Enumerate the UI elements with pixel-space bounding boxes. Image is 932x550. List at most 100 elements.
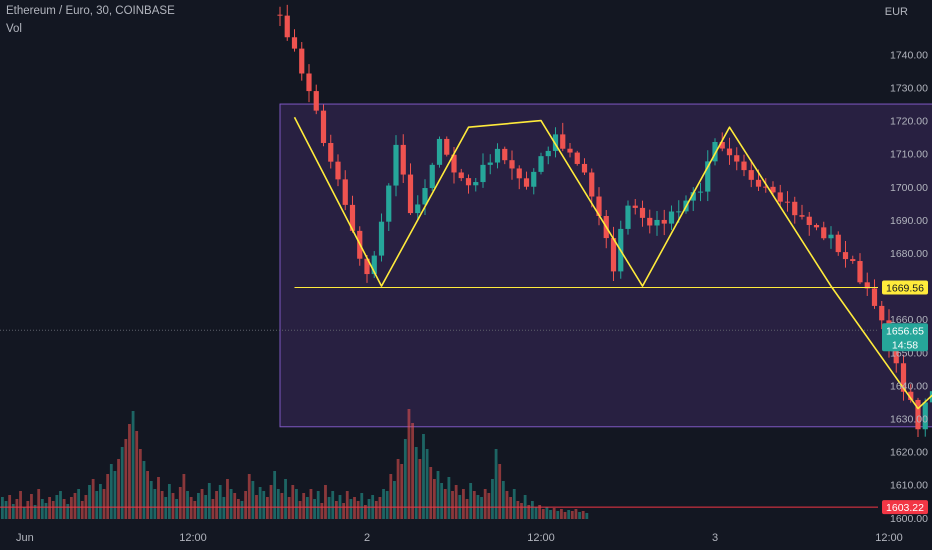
volume-bar: [178, 487, 182, 519]
volume-bar: [298, 501, 302, 519]
candle: [770, 186, 776, 193]
candle: [386, 185, 392, 222]
volume-bar: [182, 474, 186, 519]
volume-bar: [26, 501, 30, 519]
volume-bar: [356, 501, 360, 519]
volume-bar: [491, 479, 494, 519]
volume-bar: [396, 459, 400, 519]
volume-bar: [91, 479, 95, 519]
candle: [306, 73, 312, 92]
candle: [915, 399, 921, 430]
candle: [545, 150, 551, 157]
candle: [328, 142, 334, 162]
volume-bar: [393, 481, 396, 519]
volume-bar: [520, 503, 523, 519]
volume-bar: [69, 497, 73, 519]
candle: [313, 91, 319, 111]
candle: [560, 134, 566, 149]
candle: [654, 219, 660, 226]
volume-bar: [171, 493, 175, 519]
volume-bar: [549, 510, 552, 519]
candle: [799, 215, 805, 217]
candle: [813, 225, 820, 228]
candle: [719, 141, 725, 149]
candle: [458, 172, 464, 179]
volume-bar: [556, 511, 560, 519]
volume-bar: [160, 491, 164, 519]
x-axis-tick-label: 12:00: [179, 532, 207, 544]
volume-bar: [494, 449, 498, 519]
candle: [407, 174, 414, 214]
volume-bar: [236, 499, 240, 519]
volume-bar: [215, 491, 218, 519]
volume-bar: [414, 447, 418, 519]
volume-bar: [432, 479, 436, 519]
volume-bar: [229, 489, 233, 519]
volume-bar: [480, 497, 483, 519]
volume-bar: [360, 493, 364, 519]
support-price-tag[interactable]: [882, 500, 928, 515]
range-rectangle[interactable]: [279, 103, 932, 428]
candle: [516, 168, 522, 179]
candle: [792, 201, 798, 216]
volume-bar: [62, 499, 66, 519]
candle: [596, 196, 602, 216]
volume-bar: [287, 497, 291, 519]
volume-bar: [59, 491, 62, 519]
volume-indicator-label[interactable]: Vol: [6, 23, 22, 35]
volume-bar: [407, 409, 411, 519]
volume-bar: [11, 504, 15, 519]
volume-bar: [142, 461, 146, 519]
volume-bar: [33, 505, 37, 519]
candle: [661, 219, 667, 224]
current-price-tag[interactable]: [882, 323, 928, 352]
volume-bar: [146, 471, 149, 519]
candle: [451, 154, 457, 173]
candle: [864, 282, 870, 289]
resistance-price-tag[interactable]: [882, 280, 928, 295]
volume-bar: [425, 449, 429, 519]
candle: [777, 192, 783, 202]
volume-bar: [175, 499, 179, 519]
zigzag-pattern-drawing[interactable]: [293, 116, 932, 410]
candle: [574, 152, 580, 164]
volume-bar: [509, 497, 512, 519]
volume-bar: [436, 471, 440, 519]
volume-bar: [545, 507, 549, 519]
volume-bar: [135, 431, 139, 519]
volume-bar: [48, 497, 51, 519]
volume-bar: [302, 493, 306, 519]
volume-bar: [498, 464, 502, 519]
volume-bar: [22, 507, 26, 519]
candle: [922, 402, 928, 430]
y-axis-tick-label: 1610.00: [890, 480, 928, 492]
volume-bar: [44, 503, 48, 519]
candle: [422, 188, 428, 205]
volume-bar: [411, 423, 414, 519]
volume-bar: [95, 491, 99, 519]
volume-bar: [1, 497, 4, 519]
volume-bar: [538, 505, 542, 519]
volume-bar: [207, 483, 211, 519]
volume-bar: [374, 501, 378, 519]
current-price-tag-text: 1656.65: [886, 325, 924, 337]
candle: [502, 148, 508, 161]
candle: [690, 192, 696, 201]
candle: [567, 148, 573, 153]
x-axis-tick-label: 2: [364, 532, 370, 544]
volume-bar: [284, 479, 287, 519]
volume-bar: [276, 489, 280, 519]
volume-bar: [560, 509, 563, 519]
candle: [378, 221, 385, 256]
volume-bar: [120, 447, 124, 519]
candle: [806, 216, 812, 226]
volume-bar: [226, 479, 229, 519]
candle: [480, 164, 486, 183]
volume-bar: [447, 477, 451, 519]
volume-bar: [106, 474, 110, 519]
volume-bar: [247, 474, 251, 519]
volume-bar: [324, 485, 327, 519]
volume-bar: [4, 501, 8, 519]
volume-bar: [541, 509, 545, 519]
